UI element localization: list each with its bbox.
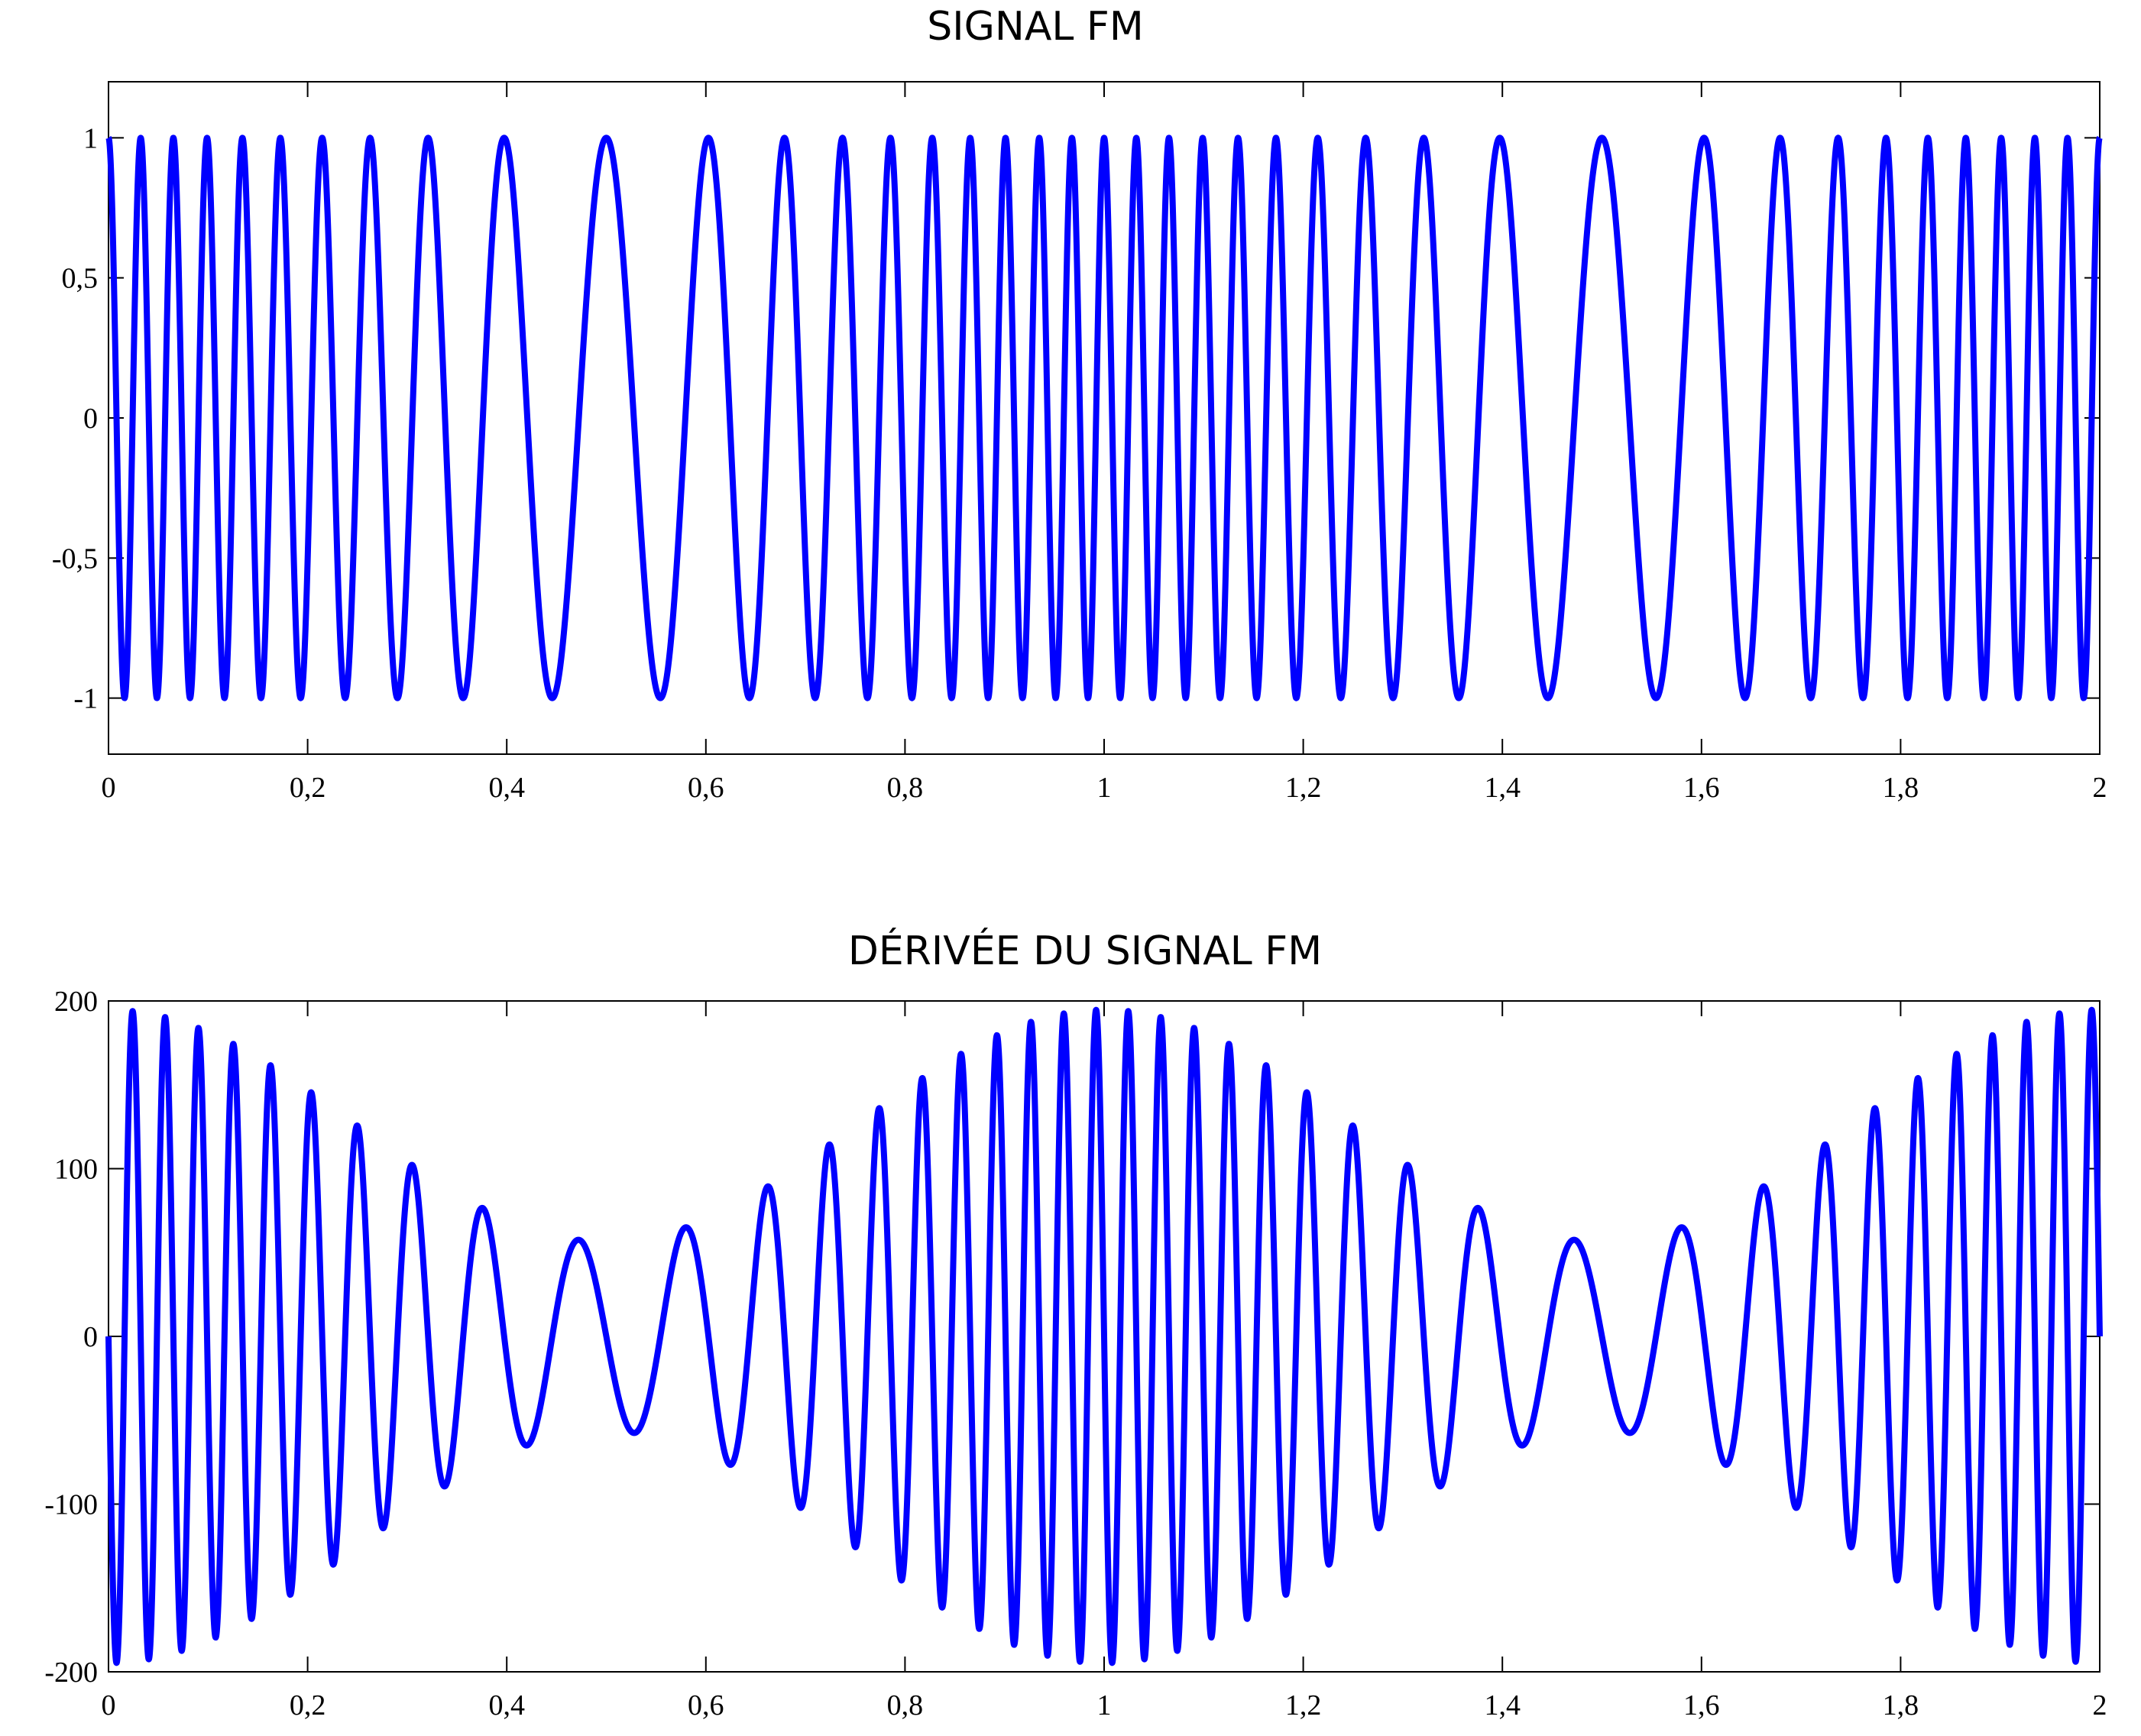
x-tick-label: 0	[102, 1689, 116, 1721]
tick-labels: 0 0,2 0,4 0,6 0,8 1 1,2 1,4 1,6 1,8 2 200 100 0 -100 -2…	[44, 986, 2107, 1721]
chart-title: SIGNAL FM	[927, 4, 1143, 50]
y-tick-label: 100	[54, 1154, 98, 1186]
x-tick-label: 0,6	[688, 1689, 724, 1721]
x-tick-label: 2	[2093, 772, 2107, 804]
x-tick-label: 1,4	[1484, 772, 1521, 804]
x-tick-label: 1,6	[1683, 1689, 1720, 1721]
x-tick-label: 1,6	[1683, 772, 1720, 804]
y-tick-label: -200	[44, 1657, 98, 1689]
y-tick-label: 200	[54, 986, 98, 1018]
y-tick-label: -100	[44, 1489, 98, 1521]
x-tick-label: 0,4	[488, 772, 525, 804]
tick-labels: 0 0,2 0,4 0,6 0,8 1 1,2 1,4 1,6 1,8 2 1 0,5 0 -0,5 -1	[52, 122, 2107, 804]
series-line	[105, 1006, 2103, 1666]
x-tick-label: 1,8	[1883, 772, 1919, 804]
series-line	[105, 134, 2103, 701]
x-tick-label: 0,8	[887, 772, 924, 804]
chart-derivee-signal-fm: DÉRIVÉE DU SIGNAL FM 0 0,2 0,4 0,6 0,8 1 1,2 1,…	[44, 928, 2107, 1721]
chart-signal-fm: SIGNAL FM 0 0,2 0,4 0,6 0,8 1 1,2 1,4 1,6 1,8 2 1 0,…	[52, 4, 2107, 804]
x-tick-label: 0,2	[290, 1689, 326, 1721]
x-tick-label: 1,8	[1883, 1689, 1919, 1721]
y-tick-label: -0,5	[52, 542, 98, 575]
x-tick-label: 0,2	[290, 772, 326, 804]
x-tick-label: 1,2	[1285, 1689, 1322, 1721]
x-tick-label: 0	[102, 772, 116, 804]
chart-title: DÉRIVÉE DU SIGNAL FM	[848, 928, 1322, 974]
y-tick-label: 0	[83, 403, 98, 435]
y-tick-label: 0	[83, 1321, 98, 1353]
x-tick-label: 1	[1097, 1689, 1112, 1721]
x-tick-label: 1,4	[1484, 1689, 1521, 1721]
x-tick-label: 0,4	[488, 1689, 525, 1721]
x-tick-label: 1,2	[1285, 772, 1322, 804]
y-tick-label: 1	[83, 122, 98, 154]
y-tick-label: -1	[73, 683, 98, 715]
y-tick-label: 0,5	[62, 263, 99, 295]
x-tick-label: 1	[1097, 772, 1112, 804]
x-tick-label: 2	[2093, 1689, 2107, 1721]
x-tick-label: 0,8	[887, 1689, 924, 1721]
x-tick-label: 0,6	[688, 772, 724, 804]
